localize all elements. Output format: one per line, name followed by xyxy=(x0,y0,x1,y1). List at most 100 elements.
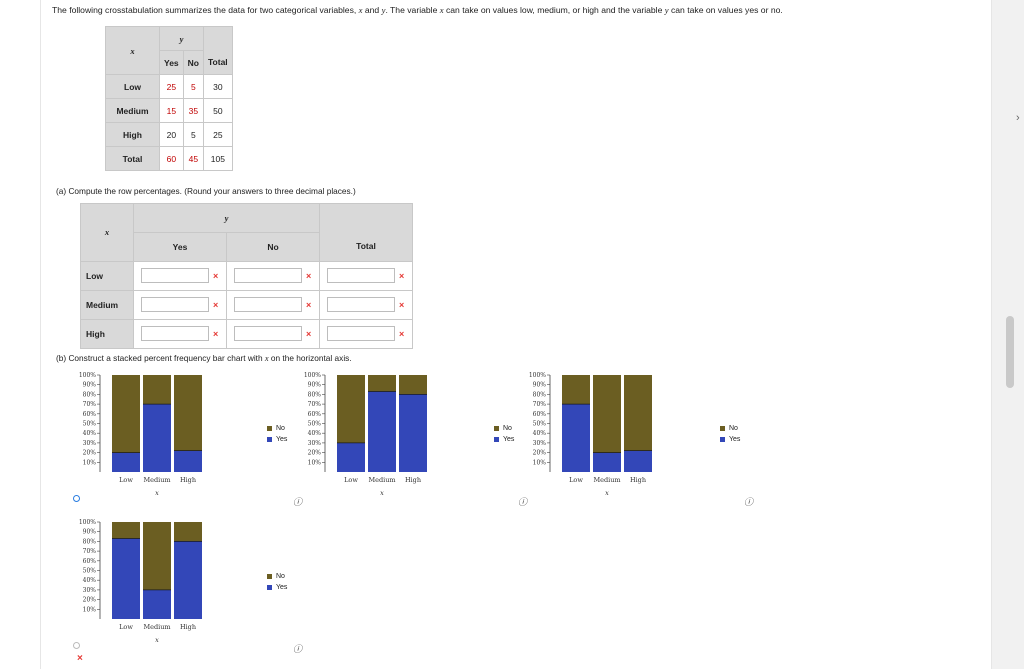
y-tick-label: 100% xyxy=(304,372,321,379)
col-header-total: Total xyxy=(203,50,233,75)
y-tick-label: 40% xyxy=(533,430,547,437)
x-tick-label: Medium xyxy=(143,476,170,484)
y-tick-label: 80% xyxy=(83,538,97,545)
bar-no xyxy=(399,375,427,395)
y-tick-label: 30% xyxy=(83,587,97,594)
legend-swatch-yes xyxy=(720,436,725,442)
bar-yes xyxy=(174,541,202,619)
chart-legend: No Yes xyxy=(267,423,287,445)
bar-no xyxy=(174,375,202,451)
y-tick-label: 10% xyxy=(533,459,547,466)
info-icon[interactable]: ⓘ xyxy=(744,498,754,508)
x-tick-label: High xyxy=(405,476,421,484)
legend-swatch-no xyxy=(267,573,272,579)
y-tick-label: 20% xyxy=(308,450,322,457)
y-tick-label: 60% xyxy=(533,411,547,418)
bar-no xyxy=(143,375,171,405)
legend-swatch-no xyxy=(494,425,499,431)
chart-option-4[interactable]: 10% 20% 30% 40% 50% 60% 70% 80% 90% 100% Low Medium… xyxy=(75,517,265,652)
low-yes-input[interactable] xyxy=(141,268,209,283)
x-tick-label: High xyxy=(630,476,646,484)
low-total-input[interactable] xyxy=(327,268,395,283)
y-tick-label: 30% xyxy=(308,440,322,447)
x-axis-label: x xyxy=(605,489,609,497)
y-tick-label: 90% xyxy=(83,382,97,389)
legend-swatch-yes xyxy=(267,436,272,442)
y-tick-label: 40% xyxy=(83,577,97,584)
table-row-total: Total 60 45 105 xyxy=(105,146,233,171)
x-tick-label: Medium xyxy=(143,623,170,631)
legend-swatch-yes xyxy=(267,584,272,590)
bar-no xyxy=(143,522,171,590)
y-tick-label: 100% xyxy=(79,519,96,526)
y-header-cell: y xyxy=(159,26,204,51)
bar-no xyxy=(174,522,202,542)
y-tick-label: 50% xyxy=(533,421,547,428)
y-tick-label: 60% xyxy=(83,558,97,565)
y-tick-label: 50% xyxy=(83,568,97,575)
bar-no xyxy=(593,375,621,453)
incorrect-icon: × xyxy=(399,299,405,310)
medium-no-input[interactable] xyxy=(234,297,302,312)
incorrect-icon: × xyxy=(77,653,83,664)
row-percentages-table: x y Yes No Total Low × × × Medium × × × … xyxy=(80,203,413,349)
incorrect-icon: × xyxy=(213,270,219,281)
info-icon[interactable]: ⓘ xyxy=(293,645,303,655)
col-header-no: No xyxy=(226,231,320,262)
incorrect-icon: × xyxy=(399,270,405,281)
y-header-cell: y xyxy=(133,203,320,233)
y-tick-label: 10% xyxy=(83,459,97,466)
question-intro: The following crosstabulation summarizes… xyxy=(52,5,783,15)
high-yes-input[interactable] xyxy=(141,326,209,341)
chart-option-1[interactable]: 10% 20% 30% 40% 50% 60% 70% 80% 90% 100% Low Medium… xyxy=(75,370,265,505)
legend-swatch-yes xyxy=(494,436,499,442)
incorrect-icon: × xyxy=(399,328,405,339)
bar-yes xyxy=(399,394,427,472)
medium-yes-input[interactable] xyxy=(141,297,209,312)
high-total-input[interactable] xyxy=(327,326,395,341)
y-tick-label: 90% xyxy=(533,382,547,389)
radio-option-1[interactable] xyxy=(73,495,80,502)
incorrect-icon: × xyxy=(306,328,312,339)
y-tick-label: 70% xyxy=(83,548,97,555)
radio-option-4[interactable] xyxy=(73,642,80,649)
col-header-yes: Yes xyxy=(133,231,227,262)
bar-yes xyxy=(624,450,652,472)
gutter-glyph: › xyxy=(1016,112,1020,124)
bar-yes xyxy=(112,452,140,472)
scrollbar-thumb[interactable] xyxy=(1006,316,1014,388)
y-tick-label: 50% xyxy=(83,421,97,428)
chart-legend: No Yes xyxy=(267,571,287,593)
x-axis-label: x xyxy=(155,489,159,497)
medium-total-input[interactable] xyxy=(327,297,395,312)
x-axis-label: x xyxy=(380,489,384,497)
bar-yes xyxy=(143,589,171,619)
chart-option-3[interactable]: 10% 20% 30% 40% 50% 60% 70% 80% 90% 100% Low Medium… xyxy=(525,370,715,505)
x-axis-label: x xyxy=(155,636,159,644)
crosstab-table: x y Yes No Total Low 25 5 30 Medium 15 3… xyxy=(105,26,233,171)
x-tick-label: Medium xyxy=(593,476,620,484)
bar-no xyxy=(112,375,140,453)
chart-option-2[interactable]: 10% 20% 30% 40% 50% 60% 70% 80% 90% 100% Low Medium… xyxy=(300,370,490,505)
answer-row-high: High × × × xyxy=(80,318,413,349)
x-tick-label: High xyxy=(180,476,196,484)
bar-yes xyxy=(593,452,621,472)
low-no-input[interactable] xyxy=(234,268,302,283)
y-tick-label: 20% xyxy=(83,597,97,604)
x-tick-label: Low xyxy=(344,476,358,484)
x-tick-label: High xyxy=(180,623,196,631)
bar-yes xyxy=(112,538,140,619)
y-tick-label: 90% xyxy=(308,382,322,389)
bar-yes xyxy=(174,450,202,472)
y-tick-label: 70% xyxy=(308,401,322,408)
y-tick-label: 30% xyxy=(533,440,547,447)
x-header-cell: x xyxy=(105,26,160,75)
info-icon[interactable]: ⓘ xyxy=(518,498,528,508)
info-icon[interactable]: ⓘ xyxy=(293,498,303,508)
y-tick-label: 100% xyxy=(529,372,546,379)
x-tick-label: Low xyxy=(119,623,133,631)
high-no-input[interactable] xyxy=(234,326,302,341)
incorrect-icon: × xyxy=(306,299,312,310)
chart-legend: No Yes xyxy=(720,423,740,445)
x-tick-label: Low xyxy=(569,476,583,484)
